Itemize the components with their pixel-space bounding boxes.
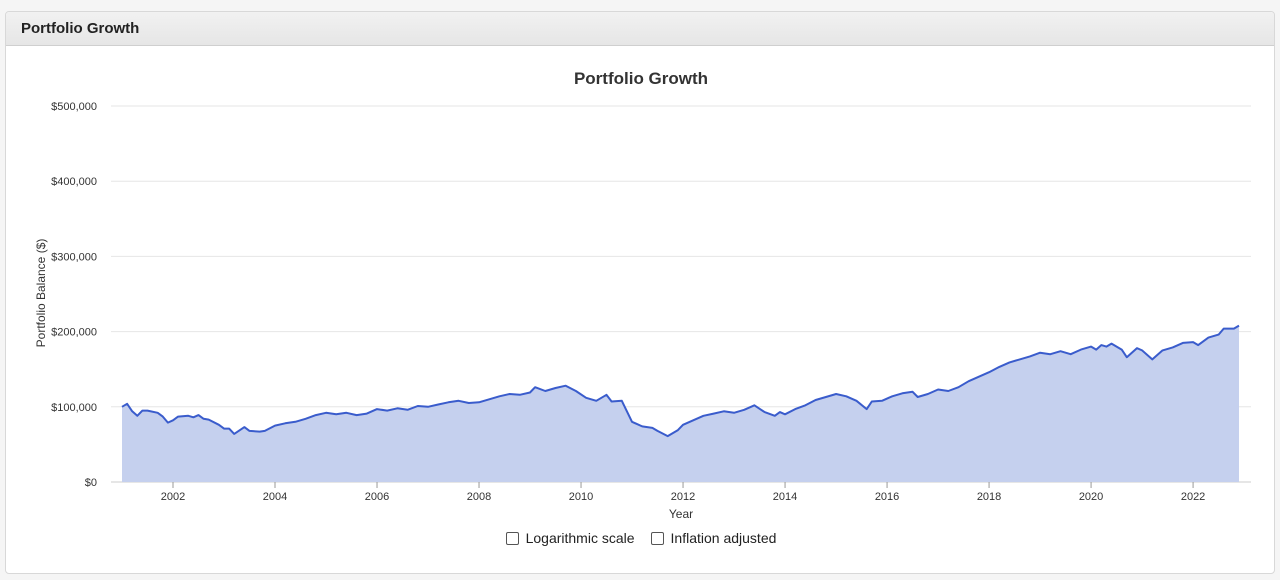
- x-tick-label: 2020: [1079, 491, 1103, 503]
- portfolio-growth-chart: $0 $100,000 $200,000 $300,000 $400,000 $500,0…: [34, 69, 1251, 521]
- balance-area-fill: [122, 325, 1239, 482]
- y-tick-label: $500,000: [51, 101, 97, 113]
- logarithmic-scale-checkbox[interactable]: [505, 531, 519, 545]
- x-tick-label: 2004: [263, 491, 287, 503]
- y-tick-label: $200,000: [51, 327, 97, 339]
- x-tick-label: 2018: [977, 491, 1001, 503]
- x-tick-label: 2016: [875, 491, 899, 503]
- x-tick-label: 2014: [773, 491, 797, 503]
- y-tick-label: $0: [85, 477, 97, 489]
- inflation-adjusted-checkbox[interactable]: [650, 531, 664, 545]
- logarithmic-scale-toggle[interactable]: Logarithmic scale: [505, 530, 635, 546]
- y-tick-label: $400,000: [51, 176, 97, 188]
- logarithmic-scale-label: Logarithmic scale: [525, 530, 635, 546]
- x-axis-label: Year: [669, 507, 693, 521]
- chart-title: Portfolio Growth: [574, 69, 708, 88]
- x-tick-label: 2006: [365, 491, 389, 503]
- inflation-adjusted-label: Inflation adjusted: [670, 530, 777, 546]
- chart-options: Logarithmic scale Inflation adjusted: [6, 530, 1274, 546]
- x-tick-label: 2012: [671, 491, 695, 503]
- x-tick-label: 2002: [161, 491, 185, 503]
- panel-title: Portfolio Growth: [6, 12, 1274, 46]
- x-tick-label: 2022: [1181, 491, 1205, 503]
- inflation-adjusted-toggle[interactable]: Inflation adjusted: [650, 530, 777, 546]
- x-tick-label: 2010: [569, 491, 593, 503]
- x-tick-label: 2008: [467, 491, 491, 503]
- axis-layer: $0 $100,000 $200,000 $300,000 $400,000 $500,0…: [51, 101, 1205, 503]
- balance-series-line: [121, 324, 1240, 438]
- portfolio-growth-panel: Portfolio Growth $0 $100,000 $200,000 $300,…: [5, 11, 1275, 574]
- y-tick-label: $100,000: [51, 402, 97, 414]
- y-axis-label: Portfolio Balance ($): [34, 239, 48, 348]
- y-tick-label: $300,000: [51, 251, 97, 263]
